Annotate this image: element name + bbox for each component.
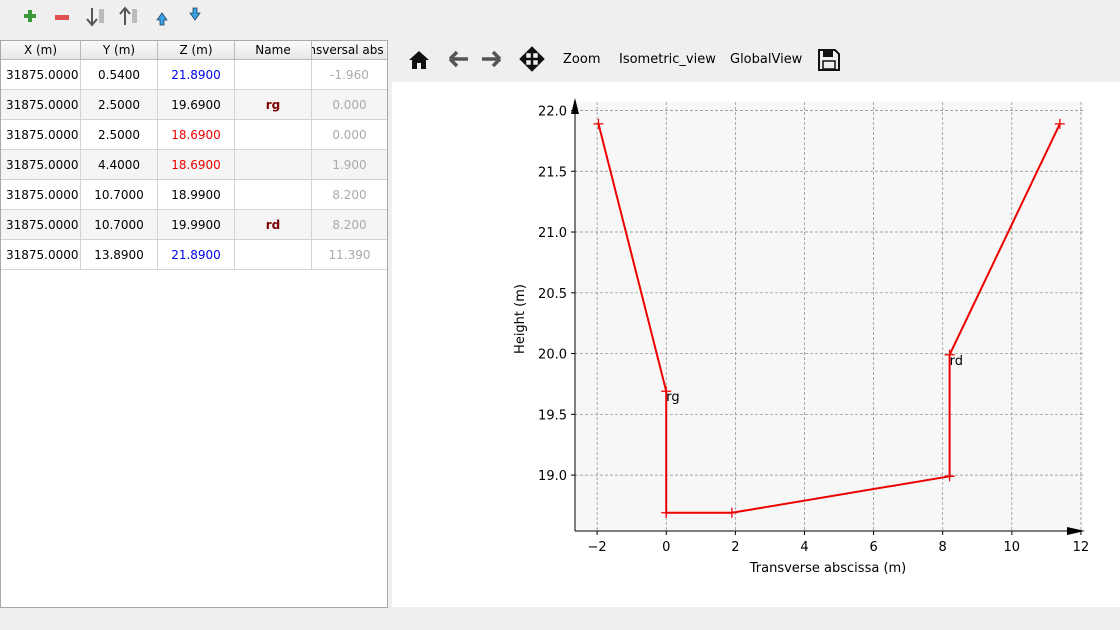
y-tick-label: 20.5	[538, 287, 567, 302]
pan-button[interactable]	[519, 46, 545, 72]
table-cell	[235, 240, 312, 270]
table-cell: 19.6900	[158, 90, 235, 120]
back-button[interactable]	[448, 50, 468, 68]
y-tick-label: 19.5	[538, 408, 567, 423]
column-header: Y (m)	[81, 41, 158, 60]
table-cell	[235, 150, 312, 180]
global-view-button[interactable]: GlobalView	[730, 52, 803, 67]
zoom-button[interactable]: Zoom	[563, 52, 601, 67]
table-cell: 18.6900	[158, 120, 235, 150]
table-cell: 31875.0000	[1, 150, 81, 180]
x-tick-label: −2	[588, 540, 607, 555]
column-header: X (m)	[1, 41, 81, 60]
sort-ascending-button[interactable]	[86, 8, 104, 27]
table-cell: 8.200	[312, 210, 387, 240]
table-cell: 10.7000	[81, 210, 158, 240]
table-cell: 10.7000	[81, 180, 158, 210]
y-axis-arrow	[571, 98, 579, 114]
move-down-button[interactable]	[189, 7, 201, 21]
isometric-view-button[interactable]: Isometric_view	[619, 52, 716, 67]
table-cell: 1.900	[312, 150, 387, 180]
points-table: X (m)Y (m)Z (m)NameTransversal abs (m) 31…	[0, 40, 388, 608]
point-label: rd	[950, 354, 963, 369]
remove-row-button[interactable]	[55, 15, 69, 20]
table-cell: 31875.0000	[1, 90, 81, 120]
y-tick-label: 22.0	[538, 105, 567, 120]
point-label: rg	[666, 390, 679, 405]
plot-nav-icons	[409, 46, 545, 72]
table-cell: 8.200	[312, 180, 387, 210]
table-cell: 13.8900	[81, 240, 158, 270]
save-button[interactable]	[817, 48, 841, 72]
x-axis-label: Transverse abscissa (m)	[749, 561, 907, 576]
column-header: Transversal abs (m)	[312, 41, 387, 60]
point-marker	[944, 471, 955, 482]
table-cell: 31875.0000	[1, 180, 81, 210]
sort-descending-button[interactable]	[119, 6, 137, 25]
table-cell: 21.8900	[158, 60, 235, 90]
table-cell	[235, 120, 312, 150]
column-header: Z (m)	[158, 41, 235, 60]
table-cell: 19.9900	[158, 210, 235, 240]
table-cell: 31875.0000	[1, 210, 81, 240]
point-marker	[661, 507, 672, 518]
table-cell: 0.000	[312, 120, 387, 150]
table-cell	[235, 180, 312, 210]
x-tick-label: 6	[869, 540, 877, 555]
table-cell: 0.5400	[81, 60, 158, 90]
table-cell: -1.960	[312, 60, 387, 90]
point-marker	[593, 118, 604, 129]
table-cell: 18.9900	[158, 180, 235, 210]
y-tick-label: 20.0	[538, 348, 567, 363]
point-marker	[726, 507, 737, 518]
table-toolbar	[24, 6, 201, 27]
column-header: Name	[235, 41, 312, 60]
table-cell: 21.8900	[158, 240, 235, 270]
table-cell: 11.390	[312, 240, 387, 270]
home-button[interactable]	[409, 51, 429, 69]
add-row-button[interactable]	[24, 10, 36, 22]
y-axis-label: Height (m)	[513, 284, 528, 354]
table-cell: 31875.0000	[1, 60, 81, 90]
y-tick-label: 21.5	[538, 165, 567, 180]
table-cell: rd	[235, 210, 312, 240]
x-tick-label: 2	[731, 540, 739, 555]
plot-toolbar: Zoom Isometric_view GlobalView	[392, 40, 1120, 82]
table-cell: 2.5000	[81, 90, 158, 120]
table-cell: 2.5000	[81, 120, 158, 150]
table-cell: 31875.0000	[1, 240, 81, 270]
point-marker	[944, 349, 955, 360]
x-tick-label: 4	[800, 540, 808, 555]
table-cell: rg	[235, 90, 312, 120]
x-tick-label: 12	[1073, 540, 1090, 555]
axes-background	[575, 102, 1083, 531]
y-tick-label: 21.0	[538, 226, 567, 241]
table-cell: 18.6900	[158, 150, 235, 180]
table-cell: 4.4000	[81, 150, 158, 180]
table-cell: 31875.0000	[1, 120, 81, 150]
table-cell: 0.000	[312, 90, 387, 120]
move-up-button[interactable]	[156, 12, 168, 26]
point-marker	[1054, 118, 1065, 129]
x-axis-arrow	[1067, 527, 1085, 535]
table-cell	[235, 60, 312, 90]
plot-area: Transverse abscissa (m) Height (m) 19.0 1…	[392, 82, 1120, 607]
y-tick-label: 19.0	[538, 469, 567, 484]
x-tick-label: 8	[939, 540, 947, 555]
forward-button[interactable]	[482, 50, 502, 68]
x-tick-label: 10	[1004, 540, 1021, 555]
point-marker	[661, 386, 672, 397]
x-tick-label: 0	[662, 540, 670, 555]
